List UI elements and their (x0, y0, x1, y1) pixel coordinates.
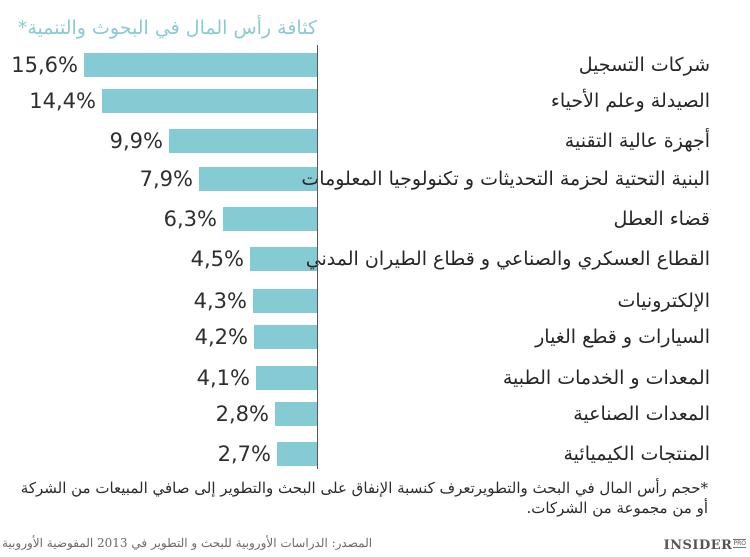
logo-main-text: INSIDER (663, 538, 733, 553)
category-label: الإلكترونيات (310, 286, 711, 316)
category-label-text: المعدات و الخدمات الطبية (502, 367, 710, 389)
bar-value-label: 2,8% (215, 402, 269, 426)
chart-row: 14,4% الصيدلة وعلم الأحياء (0, 89, 750, 113)
bar (102, 89, 317, 113)
bar (223, 207, 317, 231)
category-label-text: السيارات و قطع الغيار (535, 326, 710, 348)
category-label: السيارات و قطع الغيار (310, 322, 710, 352)
chart-row: 2,7% المنتجات الكيميائية (0, 442, 750, 466)
bar (199, 167, 317, 191)
category-label: القطاع العسكري والصناعي و قطاع الطيران ا… (306, 244, 710, 274)
chart-row: 4,2% السيارات و قطع الغيار (0, 325, 750, 349)
category-label-text: الصيدلة وعلم الأحياء (550, 90, 710, 112)
source-note: المصدر: الدراسات الأوروبية للبحث و التطو… (2, 536, 373, 550)
category-label-text: الإلكترونيات (617, 290, 711, 312)
category-label: أجهزة عالية التقنية (310, 126, 710, 156)
bar-value-label: 4,2% (194, 325, 248, 349)
chart-row: 7,9% البنية التحتية لحزمة التحديثات و تك… (0, 167, 750, 191)
bar (254, 325, 317, 349)
bar-value-label: 9,9% (109, 129, 163, 153)
category-label: المعدات و الخدمات الطبية (310, 363, 710, 393)
category-axis-line (317, 45, 318, 469)
logo-pro-text: PRO (733, 539, 746, 548)
bar-value-label: 4,5% (190, 247, 244, 271)
bar (250, 247, 317, 271)
category-label-text: البنية التحتية لحزمة التحديثات و تكنولوج… (301, 168, 710, 190)
bar-value-label: 14,4% (29, 89, 96, 113)
chart-row: 4,3% الإلكترونيات (0, 289, 750, 313)
category-label-text: المنتجات الكيميائية (563, 443, 710, 465)
bar-value-label: 2,7% (217, 442, 271, 466)
chart-title: كثافة رأس المال في البحوث والتنمية* (17, 17, 317, 39)
category-label-text: أجهزة عالية التقنية (564, 130, 710, 152)
category-label: قضاء العطل (310, 204, 710, 234)
bar (256, 366, 317, 390)
bar-value-label: 4,3% (193, 289, 247, 313)
chart-row: 6,3% قضاء العطل (0, 207, 750, 231)
bar-value-label: 6,3% (163, 207, 217, 231)
bar (275, 402, 317, 426)
bar (169, 129, 317, 153)
category-label-text: قضاء العطل (613, 208, 710, 230)
bar-chart: 15,6% شركات التسجيل 14,4% الصيدلة وعلم ا… (0, 53, 750, 466)
category-label-text: المعدات الصناعية (573, 403, 710, 425)
category-label: الصيدلة وعلم الأحياء (310, 86, 710, 116)
chart-row: 4,1% المعدات و الخدمات الطبية (0, 366, 750, 390)
bar (253, 289, 317, 313)
category-label: شركات التسجيل (310, 50, 710, 80)
footnote: *حجم رأس المال في البحث والتطويرتعرف كنس… (20, 479, 708, 517)
chart-row: 4,5% القطاع العسكري والصناعي و قطاع الطي… (0, 247, 750, 271)
bar-value-label: 15,6% (11, 53, 78, 77)
chart-row: 9,9% أجهزة عالية التقنية (0, 129, 750, 153)
chart-row: 15,6% شركات التسجيل (0, 53, 750, 77)
bar-value-label: 4,1% (196, 366, 250, 390)
insider-pro-logo: INSIDER PRO (664, 538, 746, 553)
category-label: المنتجات الكيميائية (310, 439, 710, 469)
chart-row: 2,8% المعدات الصناعية (0, 402, 750, 426)
bar-value-label: 7,9% (139, 167, 193, 191)
category-label: المعدات الصناعية (310, 399, 710, 429)
bar (84, 53, 317, 77)
bar (277, 442, 317, 466)
category-label-text: شركات التسجيل (578, 54, 710, 76)
category-label: البنية التحتية لحزمة التحديثات و تكنولوج… (301, 164, 710, 194)
category-label-text: القطاع العسكري والصناعي و قطاع الطيران ا… (305, 248, 710, 270)
